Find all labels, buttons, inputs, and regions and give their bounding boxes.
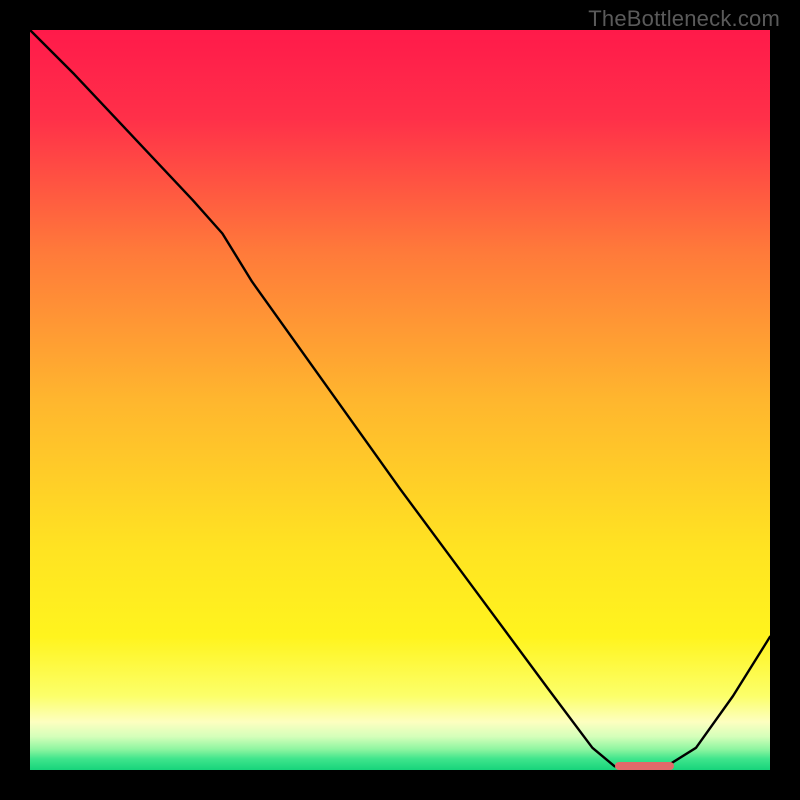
watermark-text: TheBottleneck.com (588, 6, 780, 32)
bottleneck-curve (30, 30, 770, 766)
valley-marker (615, 762, 674, 770)
curve-layer (30, 30, 770, 770)
plot-area (30, 30, 770, 770)
